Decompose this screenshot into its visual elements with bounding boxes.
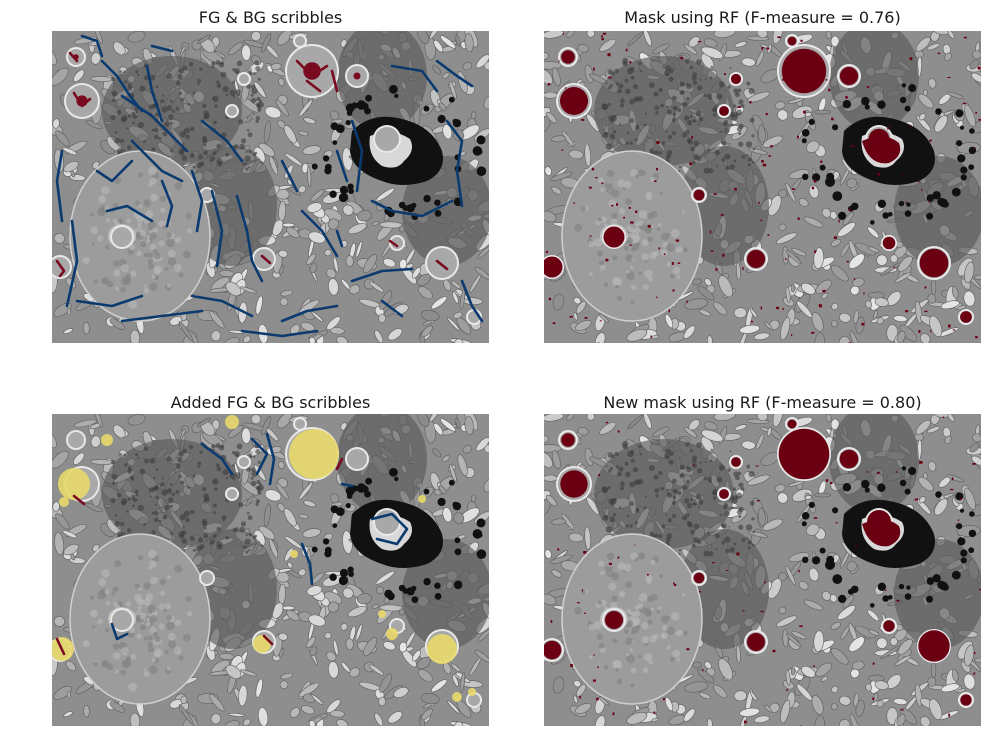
panel-added-scribbles: Added FG & BG scribbles: [52, 385, 489, 730]
panel-title: New mask using RF (F-measure = 0.80): [603, 393, 922, 412]
panel-rf-mask: Mask using RF (F-measure = 0.76): [544, 0, 981, 345]
panel-title: Added FG & BG scribbles: [170, 393, 371, 412]
micrograph-image: [544, 31, 981, 343]
micrograph-with-scribbles: [52, 31, 489, 343]
panel-new-rf-mask: New mask using RF (F-measure = 0.80): [544, 385, 981, 730]
micrograph-image: [52, 31, 489, 343]
micrograph-with-added-scribbles: [52, 414, 489, 726]
panel-fg-bg-scribbles: FG & BG scribbles: [52, 0, 489, 345]
micrograph-image: [544, 414, 981, 726]
micrograph-with-mask: [544, 31, 981, 343]
micrograph-with-new-mask: [544, 414, 981, 726]
panel-title: FG & BG scribbles: [198, 8, 343, 27]
micrograph-image: [52, 414, 489, 726]
panel-title: Mask using RF (F-measure = 0.76): [624, 8, 901, 27]
